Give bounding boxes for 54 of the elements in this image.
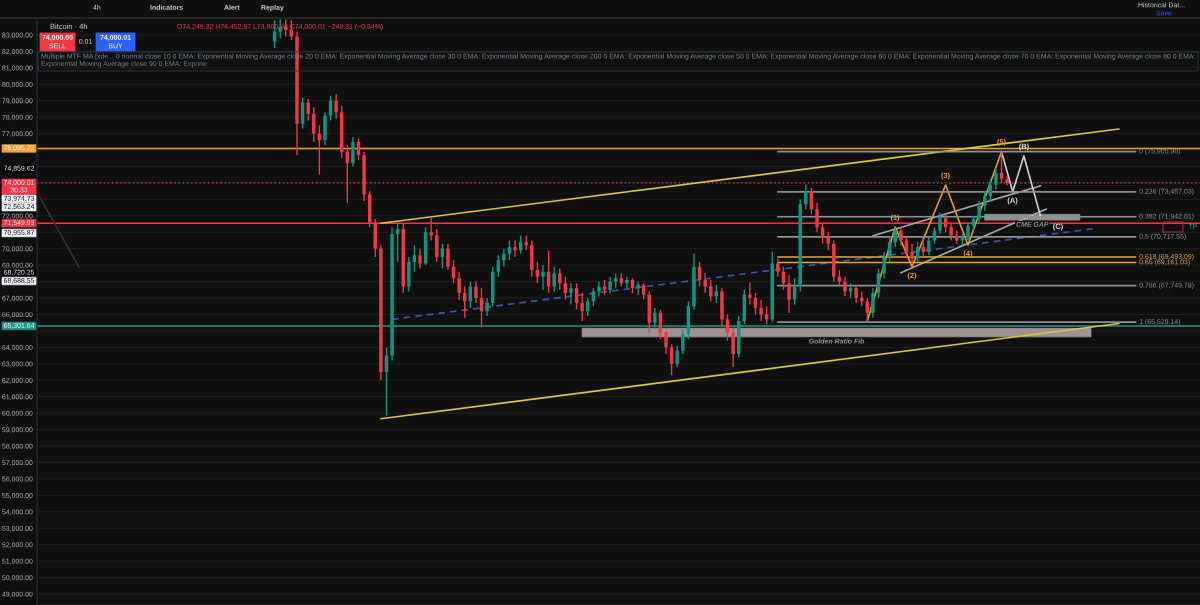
- candlestick: [418, 247, 422, 270]
- candlestick: [597, 280, 601, 298]
- candlestick: [446, 243, 450, 271]
- candlestick: [351, 136, 355, 168]
- candlestick: [653, 307, 657, 329]
- candlestick: [915, 241, 920, 263]
- candlestick: [558, 267, 562, 291]
- candlestick: [843, 275, 847, 298]
- candlestick: [675, 345, 679, 368]
- candlestick: [457, 271, 461, 301]
- candlestick: [899, 226, 903, 247]
- candlestick: [681, 328, 685, 355]
- candlestick: [882, 251, 886, 279]
- candlestick: [865, 297, 870, 323]
- candlestick: [580, 292, 584, 322]
- candlestick: [904, 236, 909, 258]
- candlestick: [966, 221, 970, 242]
- line-series: [1000, 150, 1042, 218]
- candlestick: [804, 183, 808, 210]
- candlestick: [927, 236, 931, 256]
- candlestick: [725, 313, 730, 342]
- candlestick: [636, 280, 640, 296]
- candlestick: [306, 98, 310, 122]
- candlestick: [507, 239, 512, 261]
- candlestick: [776, 257, 780, 278]
- candlestick: [552, 266, 556, 293]
- candlestick: [485, 297, 489, 317]
- candlestick: [871, 287, 875, 319]
- candlestick: [759, 298, 763, 322]
- candlestick: [938, 211, 942, 235]
- candlestick: [412, 244, 417, 273]
- candlestick: [541, 264, 545, 291]
- candlestick: [977, 200, 981, 225]
- candlestick: [535, 261, 540, 284]
- candlestick: [787, 274, 791, 314]
- candlestick: [334, 93, 338, 120]
- candlestick: [910, 243, 914, 265]
- candlestick: [703, 272, 707, 294]
- candlestick: [625, 275, 629, 289]
- candlestick: [312, 106, 316, 143]
- candlestick: [664, 330, 668, 355]
- candlestick: [502, 247, 506, 268]
- candlestick: [435, 228, 439, 263]
- candlestick: [994, 167, 998, 191]
- candlestick: [921, 238, 925, 258]
- candlestick: [854, 284, 858, 304]
- candlestick: [496, 254, 501, 278]
- candlestick: [748, 281, 752, 306]
- candlestick: [513, 239, 517, 258]
- candlestick: [474, 280, 478, 304]
- candlestick: [731, 326, 735, 368]
- candlestick: [569, 282, 573, 306]
- candlestick: [826, 231, 830, 252]
- line-series: [866, 150, 1003, 322]
